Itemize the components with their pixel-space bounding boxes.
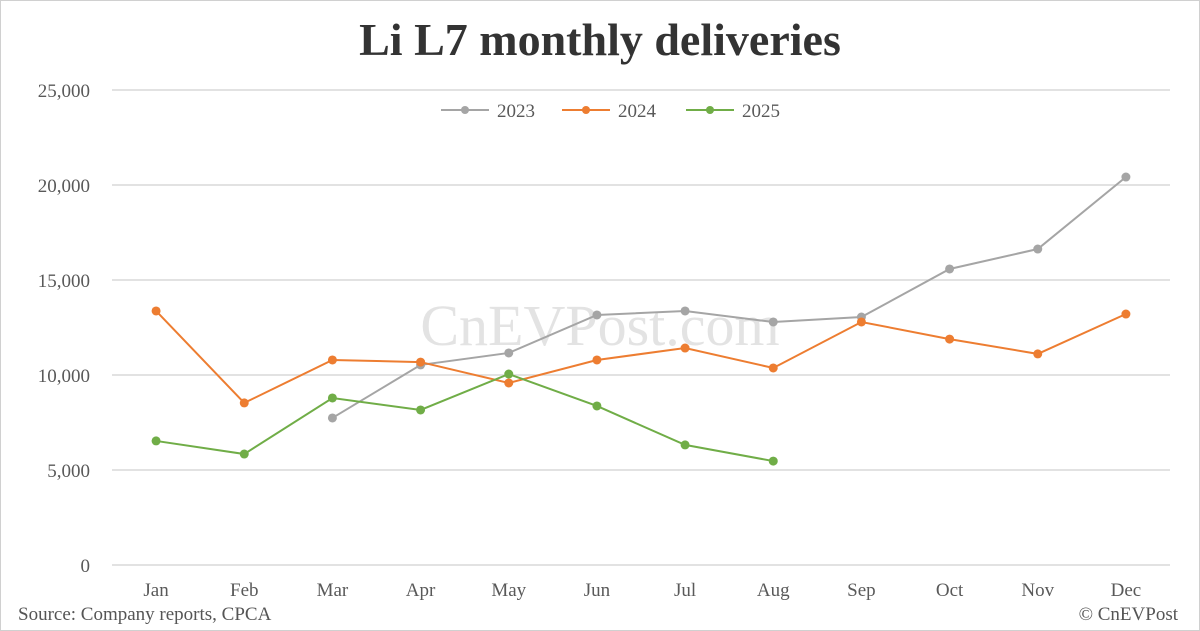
x-tick-label: May <box>491 580 526 601</box>
y-tick-label: 10,000 <box>38 366 90 387</box>
source-note: Source: Company reports, CPCA <box>18 604 272 625</box>
series-2023 <box>327 172 1131 423</box>
series-line <box>155 372 774 463</box>
x-tick-label: Apr <box>406 580 436 601</box>
data-point <box>592 355 602 365</box>
x-tick-label: Sep <box>847 580 876 601</box>
data-point <box>680 306 690 316</box>
data-point <box>504 369 514 379</box>
x-tick-label: Jan <box>143 580 169 601</box>
series-2024 <box>151 306 1131 408</box>
data-point <box>504 378 514 388</box>
x-axis: Jan Feb Mar Apr May Jun Jul Aug Sep Oct Nov Dec <box>143 580 1141 601</box>
data-point <box>592 401 602 411</box>
data-point <box>1033 349 1043 359</box>
x-tick-label: Mar <box>317 580 349 601</box>
data-point <box>327 393 337 403</box>
y-tick-label: 20,000 <box>38 176 90 197</box>
x-tick-label: Oct <box>936 580 964 601</box>
data-point <box>1033 244 1043 254</box>
data-point <box>327 413 337 423</box>
watermark: CnEVPost.com <box>420 293 779 358</box>
data-point <box>680 440 690 450</box>
y-axis: 0 5,000 10,000 15,000 20,000 25,000 <box>38 81 1170 577</box>
x-tick-label: Jun <box>584 580 611 601</box>
svg-text:2024: 2024 <box>618 101 657 122</box>
x-tick-label: Nov <box>1021 580 1054 601</box>
y-tick-label: 25,000 <box>38 81 90 102</box>
data-point <box>768 317 778 327</box>
y-tick-label: 0 <box>81 556 91 577</box>
data-point <box>239 449 249 459</box>
data-point <box>416 405 426 415</box>
x-tick-label: Dec <box>1111 580 1142 601</box>
legend: 2023 2024 2025 <box>441 101 780 122</box>
data-point <box>945 264 955 274</box>
legend-item-2023: 2023 <box>441 101 535 122</box>
data-point <box>416 357 426 367</box>
y-tick-label: 5,000 <box>47 461 90 482</box>
y-tick-label: 15,000 <box>38 271 90 292</box>
series-2025 <box>151 369 778 466</box>
data-point <box>856 317 866 327</box>
data-point <box>1121 172 1131 182</box>
data-point <box>592 310 602 320</box>
svg-text:2025: 2025 <box>742 101 780 122</box>
chart-title: Li L7 monthly deliveries <box>359 14 841 65</box>
legend-item-2025: 2025 <box>686 101 780 122</box>
svg-text:2023: 2023 <box>497 101 535 122</box>
x-tick-label: Jul <box>674 580 696 601</box>
legend-item-2024: 2024 <box>562 101 657 122</box>
x-tick-label: Aug <box>757 580 790 601</box>
data-point <box>1121 309 1131 319</box>
data-point <box>680 343 690 353</box>
data-point <box>151 306 161 316</box>
data-point <box>768 456 778 466</box>
data-point <box>327 355 337 365</box>
data-point <box>945 334 955 344</box>
x-tick-label: Feb <box>230 580 259 601</box>
series-line <box>155 310 1127 405</box>
data-point <box>239 398 249 408</box>
data-point <box>151 436 161 446</box>
data-point <box>504 348 514 358</box>
data-point <box>768 363 778 373</box>
copyright-note: © CnEVPost <box>1078 604 1178 625</box>
series-line <box>331 176 1127 419</box>
